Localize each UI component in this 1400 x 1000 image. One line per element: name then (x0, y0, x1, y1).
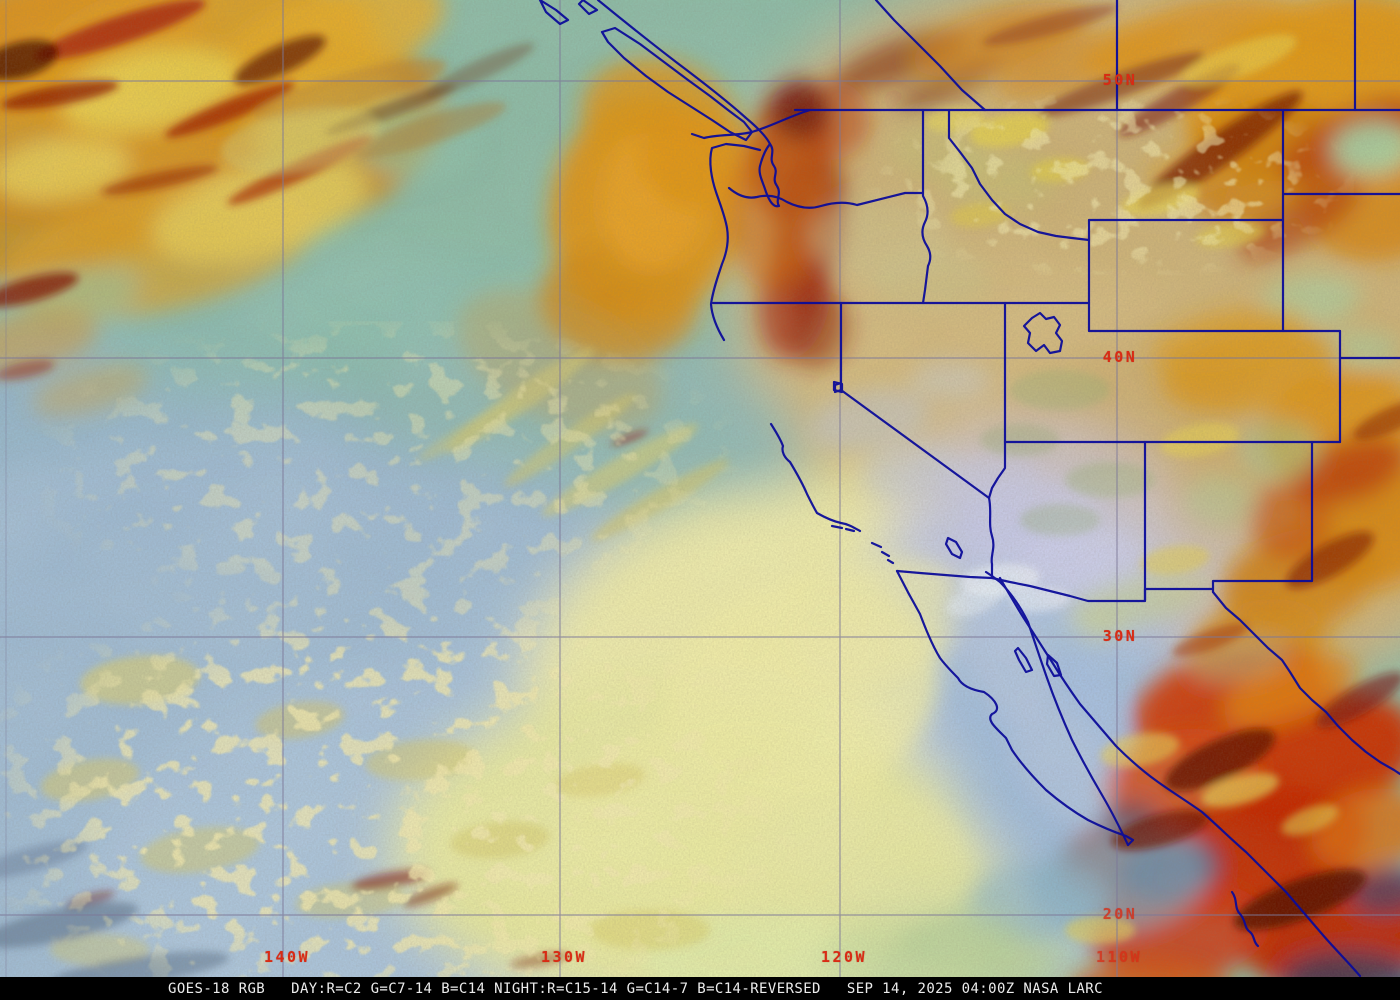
central-ca-coastline (769, 422, 862, 533)
baja-gulf-coast (984, 570, 1130, 847)
nv-az-border (987, 440, 1007, 500)
lat-label-20n: 20N (1102, 905, 1138, 923)
great-salt-lake (1022, 311, 1064, 355)
channel-islands (830, 524, 895, 565)
wa-id-or-id-border (921, 108, 932, 305)
baja-pacific-coast (895, 569, 1135, 847)
lat-label-30n: 30N (1102, 627, 1138, 645)
ab-bc-border (874, 0, 987, 112)
lon-label-120w: 120W (820, 948, 868, 966)
product-label: GOES-18 RGB (168, 980, 266, 997)
gulf-islands (538, 0, 599, 26)
salton-sea (944, 536, 964, 560)
timestamp-label: SEP 14, 2025 04:00Z NASA LARC (846, 980, 1103, 997)
lake-tahoe (832, 380, 844, 394)
rio-grande (1211, 590, 1400, 776)
id-mt-border (947, 108, 1091, 242)
mexico-river (1230, 890, 1260, 948)
nm-tx-border (1211, 440, 1314, 594)
lon-label-130w: 130W (540, 948, 588, 966)
channel-recipe-label: DAY:R=C2 G=C7-14 B=C14 NIGHT:R=C15-14 G=… (291, 980, 821, 997)
lon-label-110w: 110W (1095, 948, 1143, 966)
lat-label-50n: 50N (1102, 71, 1138, 89)
us-canada-strait-border (690, 108, 812, 140)
mt-wy-border (1087, 218, 1285, 240)
us-mexico-border (895, 569, 1215, 603)
lon-label-140w: 140W (263, 948, 311, 966)
isla-angel-de-la-guarda (1013, 646, 1034, 674)
lat-label-40n: 40N (1102, 348, 1138, 366)
juan-de-fuca-coast (709, 142, 762, 230)
wa-or-border (727, 186, 925, 209)
vancouver-island (600, 26, 754, 142)
wy-ut-co-41n-border (1087, 301, 1342, 333)
isla-tiburon (1045, 653, 1063, 678)
mexico-gulf-coast (998, 576, 1362, 978)
puget-sound (758, 142, 781, 208)
map-overlay-borders (538, 0, 1400, 978)
pacific-coastline (709, 226, 729, 342)
status-bar: GOES-18 RGB DAY:R=C2 G=C7-14 B=C14 NIGHT… (0, 977, 1400, 1000)
